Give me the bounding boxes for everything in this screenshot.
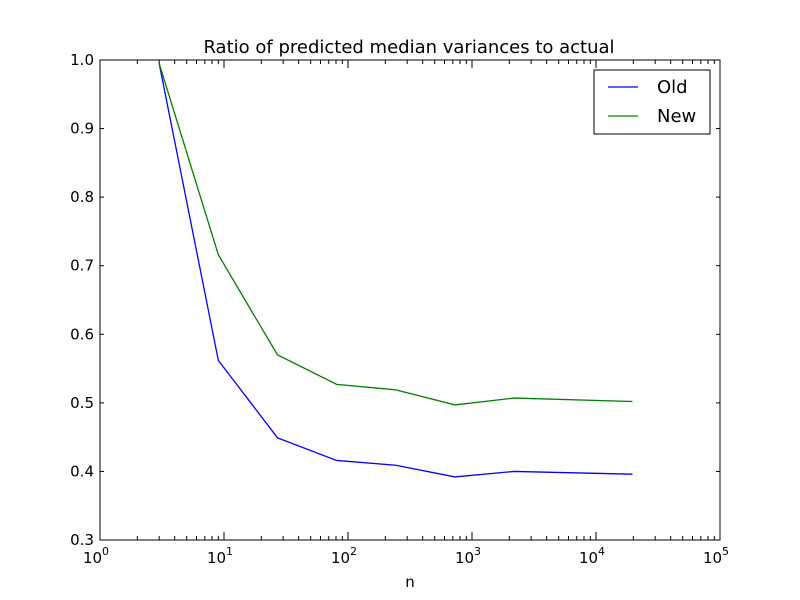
y-tick-label: 0.8 xyxy=(70,188,94,206)
x-axis-label: n xyxy=(405,573,415,591)
chart-title: Ratio of predicted median variances to a… xyxy=(203,37,614,58)
y-tick-label: 0.7 xyxy=(70,257,94,275)
y-tick-label: 0.5 xyxy=(70,394,94,412)
y-tick-label: 0.4 xyxy=(70,462,94,480)
x-tick-label: 102 xyxy=(331,545,357,567)
x-tick-label: 100 xyxy=(83,545,109,567)
legend-label-new: New xyxy=(657,106,696,127)
y-tick-labels: 0.3 0.4 0.5 0.6 0.7 0.8 0.9 1.0 xyxy=(70,51,94,549)
y-tick-label: 0.3 xyxy=(70,531,94,549)
legend: Old New xyxy=(593,69,711,135)
y-tick-label: 0.6 xyxy=(70,325,94,343)
x-tick-labels: 100 101 102 103 104 105 xyxy=(83,545,729,567)
legend-label-old: Old xyxy=(657,77,688,98)
axis-ticks xyxy=(99,59,721,541)
x-tick-label: 103 xyxy=(455,545,481,567)
plot-lines xyxy=(158,63,633,478)
y-tick-label: 1.0 xyxy=(70,51,94,69)
y-tick-label: 0.9 xyxy=(70,120,94,138)
plot-frame xyxy=(99,59,721,541)
x-tick-label: 105 xyxy=(703,545,729,567)
series-line-old xyxy=(158,63,633,478)
legend-box xyxy=(593,69,711,135)
series-line-new xyxy=(158,63,633,406)
x-tick-label: 104 xyxy=(579,545,605,567)
x-tick-label: 101 xyxy=(207,545,233,567)
